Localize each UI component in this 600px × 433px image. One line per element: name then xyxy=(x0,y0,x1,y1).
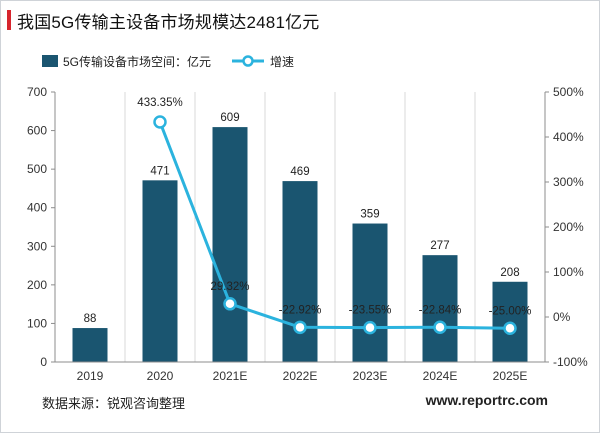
website-link[interactable]: www.reportrc.com xyxy=(425,392,548,408)
grid-lines xyxy=(124,92,476,362)
rate-value-label: 433.35% xyxy=(137,97,182,109)
y-left-tick-label: 600 xyxy=(27,124,47,138)
bar-value-label: 471 xyxy=(150,165,169,177)
rate-point xyxy=(293,320,307,335)
bar xyxy=(352,223,388,362)
y-left-tick-label: 700 xyxy=(27,85,47,99)
rate-point xyxy=(433,320,447,335)
x-tick-label: 2020 xyxy=(147,369,174,383)
bar xyxy=(282,181,318,362)
y-left-tick-label: 400 xyxy=(27,201,47,215)
chart-title: 我国5G传输主设备市场规模达2481亿元 xyxy=(17,12,320,32)
bar-value-label: 88 xyxy=(84,313,97,325)
rate-point xyxy=(223,297,237,311)
legend-bar-swatch xyxy=(42,55,58,67)
legend: 5G传输设备市场空间：亿元 增速 xyxy=(42,54,294,69)
axes: 0 100 200 300 400 500 600 700 -100% 0% 100% 200% 300… xyxy=(27,85,588,383)
rate-series xyxy=(153,115,517,335)
rate-value-label: -22.84% xyxy=(419,304,462,316)
bar xyxy=(72,328,108,362)
rate-value-label: -23.55% xyxy=(349,305,392,317)
legend-line-label: 增速 xyxy=(270,55,294,69)
rate-point xyxy=(153,115,167,129)
rate-point xyxy=(363,320,377,335)
bar-value-label: 469 xyxy=(290,166,309,178)
y-left-tick-label: 500 xyxy=(27,162,47,176)
rate-value-label: -22.92% xyxy=(279,304,322,316)
legend-line-marker xyxy=(242,55,254,67)
y-right-tick-label: 0% xyxy=(553,310,571,324)
x-tick-label: 2022E xyxy=(283,369,318,383)
y-right-tick-label: 100% xyxy=(553,265,584,279)
y-right-tick-label: -100% xyxy=(553,355,588,369)
bar-value-label: 208 xyxy=(500,267,519,279)
bar xyxy=(212,127,248,362)
title-bar: 我国5G传输主设备市场规模达2481亿元 xyxy=(7,7,320,33)
bar xyxy=(142,180,178,362)
title-accent-bar xyxy=(7,10,11,30)
x-tick-label: 2023E xyxy=(353,369,388,383)
y-right-tick-label: 400% xyxy=(553,130,584,144)
x-tick-label: 2021E xyxy=(213,369,248,383)
x-tick-label: 2024E xyxy=(423,369,458,383)
y-left-tick-label: 200 xyxy=(27,278,47,292)
x-tick-label: 2025E xyxy=(493,369,528,383)
y-right-tick-label: 500% xyxy=(553,85,584,99)
data-source: 数据来源：锐观咨询整理 xyxy=(42,396,186,411)
rate-value-label: 29.32% xyxy=(210,281,249,293)
y-left-tick-label: 0 xyxy=(40,355,47,369)
bar-value-label: 359 xyxy=(360,209,379,221)
y-right-tick-label: 300% xyxy=(553,175,584,189)
data-labels: 88 471 609 469 359 277 208 433.35% 29.32% -22.92%… xyxy=(84,97,532,325)
rate-point xyxy=(503,321,517,335)
x-tick-label: 2019 xyxy=(77,369,104,383)
bar-series xyxy=(72,127,528,362)
rate-line xyxy=(158,121,511,330)
bar xyxy=(422,255,458,362)
bar-value-label: 277 xyxy=(430,240,449,252)
y-left-tick-label: 100 xyxy=(27,316,47,330)
legend-bar-label: 5G传输设备市场空间：亿元 xyxy=(63,54,211,69)
rate-value-label: -25.00% xyxy=(489,305,532,317)
y-right-tick-label: 200% xyxy=(553,220,584,234)
y-left-tick-label: 300 xyxy=(27,239,47,253)
bar-value-label: 609 xyxy=(220,112,239,124)
